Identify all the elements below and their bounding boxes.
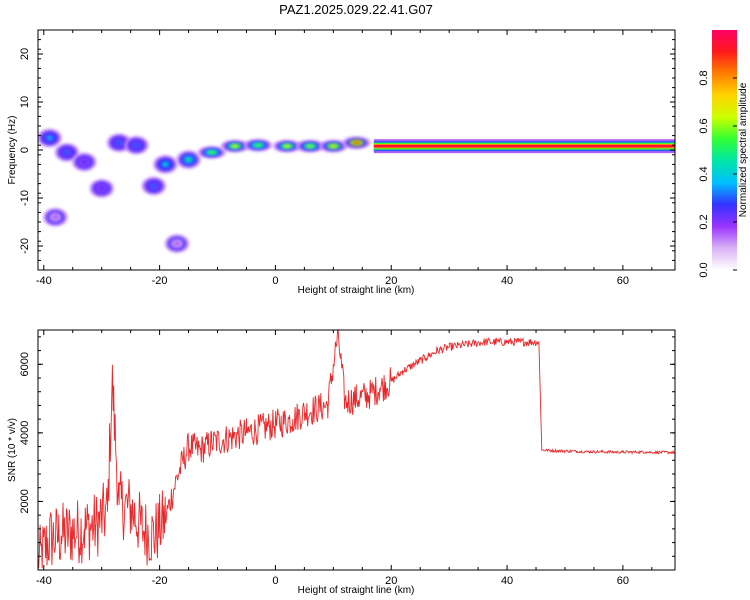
colorbar-label: Normalized spectral amplitude (738, 82, 749, 217)
spectrogram-feature (173, 241, 181, 247)
spectrogram-y-axis-label: Frequency (Hz) (7, 116, 18, 185)
snr-series-line (38, 330, 675, 569)
spectrogram-feature (185, 157, 192, 163)
snr-y-tick-label: 6000 (19, 352, 31, 376)
spectrogram-feature (306, 144, 315, 148)
colorbar-tick-label: 0.0 (698, 262, 710, 277)
spectrogram-feature (46, 135, 53, 141)
spectrogram-feature (230, 144, 239, 148)
spectrogram-feature (283, 144, 291, 148)
spectrogram-x-tick-label: 60 (617, 275, 629, 287)
spectrogram-y-tick-label: -20 (19, 238, 31, 254)
snr-axes: -40 -20 0 20 40 60 2000 4000 6000 (19, 330, 675, 587)
spectrogram-x-tick-label: 40 (501, 275, 513, 287)
spectrogram-feature (207, 150, 216, 155)
spectrogram-x-tick-label: 20 (385, 275, 397, 287)
spectrogram-feature (329, 144, 338, 148)
spectrogram-x-tick-label: -40 (36, 275, 52, 287)
snr-y-tick-label: 4000 (19, 421, 31, 445)
spectrogram-feature (52, 214, 59, 220)
colorbar-strip (712, 30, 737, 270)
snr-x-tick-label: 20 (385, 575, 397, 587)
spectrogram-marks (38, 129, 675, 253)
snr-x-tick-label: 60 (617, 575, 629, 587)
spectrogram-feature (150, 183, 158, 189)
spectrogram-y-tick-label: 0 (19, 147, 31, 153)
spectrogram-panel: -40 -20 0 20 40 60 -20 -10 0 10 20 Height of strai… (7, 29, 676, 296)
spectrogram-feature (115, 140, 123, 146)
chart-title: PAZ1.2025.029.22.41.G07 (279, 2, 433, 17)
spectrogram-y-tick-label: -10 (19, 190, 31, 206)
spectrogram-feature (162, 161, 169, 167)
snr-y-axis-label: SNR (10 * v/v) (7, 418, 18, 482)
colorbar-ticks: 0.0 0.2 0.4 0.6 0.8 (698, 70, 737, 278)
spectrogram-feature (98, 185, 106, 191)
spectrogram-x-axis-label: Height of straight line (km) (298, 285, 415, 296)
spectrogram-feature (63, 149, 71, 155)
spectrogram-x-tick-label: -20 (152, 275, 168, 287)
snr-x-tick-label: -20 (152, 575, 168, 587)
colorbar-tick-label: 0.8 (698, 70, 710, 85)
spectrogram-y-tick-label: 10 (19, 96, 31, 108)
spectrogram-y-tick-label: 20 (19, 48, 31, 60)
snr-x-axis-label: Height of straight line (km) (298, 585, 415, 596)
snr-x-tick-label: 0 (272, 575, 278, 587)
colorbar-tick-label: 0.6 (698, 118, 710, 133)
spectrogram-feature (133, 142, 140, 148)
spectrogram-x-tick-label: 0 (272, 275, 278, 287)
snr-x-tick-label: -40 (36, 575, 52, 587)
spectrogram-feature (352, 141, 361, 145)
snr-frame (37, 329, 676, 571)
spectrogram-feature (254, 143, 262, 147)
snr-y-tick-label: 2000 (19, 489, 31, 513)
snr-panel: -40 -20 0 20 40 60 2000 4000 6000 Height of stra… (7, 329, 676, 596)
snr-x-tick-label: 40 (501, 575, 513, 587)
snr-plot-area (38, 330, 675, 570)
colorbar-tick-label: 0.4 (698, 166, 710, 181)
spectrogram-tone-band (373, 144, 675, 148)
spectrogram-axes: -40 -20 0 20 40 60 -20 -10 0 10 20 (19, 29, 675, 287)
colorbar: 0.0 0.2 0.4 0.6 0.8 Normalized spectral ampl… (698, 30, 749, 278)
spectrogram-feature (80, 159, 88, 165)
colorbar-tick-label: 0.2 (698, 214, 710, 229)
